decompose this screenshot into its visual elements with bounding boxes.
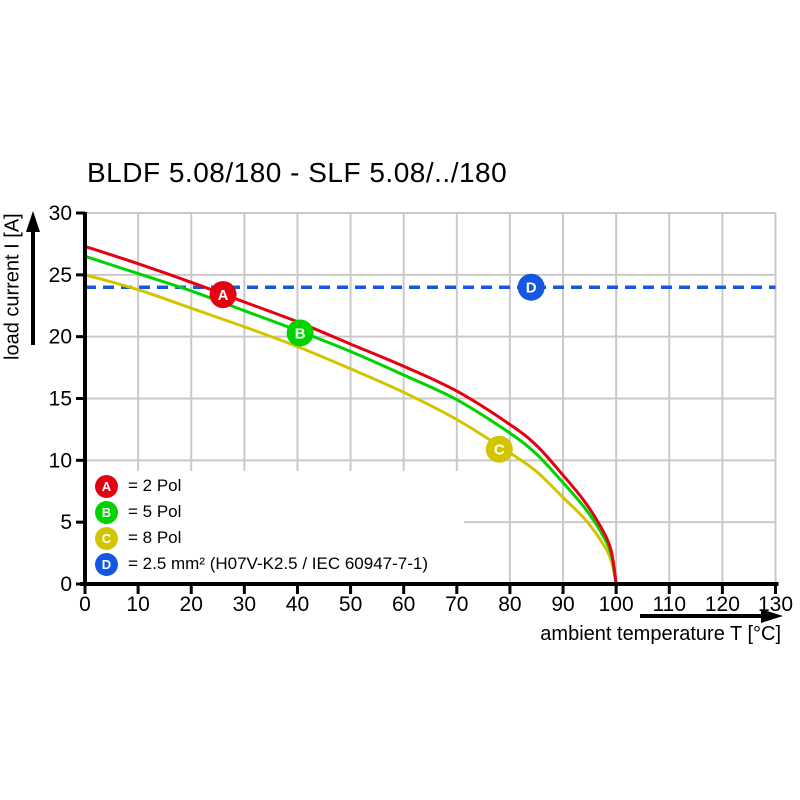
x-tick-label: 120 — [705, 593, 740, 616]
x-axis-arrow-head-icon — [761, 609, 783, 623]
chart-title: BLDF 5.08/180 - SLF 5.08/../180 — [87, 157, 508, 188]
x-tick-label: 40 — [286, 593, 309, 616]
x-tick-label: 70 — [445, 593, 468, 616]
marker-a-icon — [209, 281, 237, 309]
y-axis-title: load current I [A] — [1, 213, 24, 361]
y-tick-label: 10 — [49, 449, 72, 472]
x-tick-label: 110 — [653, 593, 686, 616]
legend: A = 2 Pol B = 5 Pol C = 8 Pol D = 2.5 mm… — [87, 472, 463, 582]
legend-marker-c-icon: C — [95, 526, 118, 550]
legend-item-wire: D = 2.5 mm² (H07V-K2.5 / IEC 60947-7-1) — [95, 552, 428, 576]
legend-label: = 5 Pol — [128, 502, 182, 521]
curve-5-pol — [84, 254, 618, 585]
curve-8-pol — [84, 273, 618, 585]
x-tick-label: 60 — [392, 593, 415, 616]
marker-letter: A — [218, 287, 229, 304]
x-tick-label: 0 — [79, 593, 91, 616]
x-tick-label: 30 — [233, 593, 256, 616]
y-tick-label: 5 — [60, 511, 72, 534]
y-tick-label: 0 — [60, 573, 72, 596]
marker-d-icon — [517, 273, 545, 301]
x-tick-label: 80 — [498, 593, 521, 616]
x-tick-label: 20 — [180, 593, 203, 616]
y-tick-label: 20 — [49, 326, 72, 349]
x-tick-label: 100 — [599, 593, 634, 616]
curve-2-pol — [84, 244, 618, 585]
marker-letter: C — [494, 442, 505, 459]
y-tick-label: 30 — [49, 202, 72, 225]
legend-item-8pol: C = 8 Pol — [95, 526, 181, 550]
marker-letter: B — [295, 325, 306, 342]
legend-label: = 2 Pol — [128, 476, 182, 495]
legend-label: = 2.5 mm² (H07V-K2.5 / IEC 60947-7-1) — [128, 554, 428, 573]
legend-marker-b-icon: B — [95, 500, 118, 524]
x-tick-label: 130 — [758, 593, 793, 616]
legend-item-5pol: B = 5 Pol — [95, 500, 181, 524]
legend-label: = 8 Pol — [128, 528, 182, 547]
x-tick-label: 10 — [126, 593, 149, 616]
x-axis-title: ambient temperature T [°C] — [540, 623, 781, 645]
y-tick-label: 15 — [49, 388, 72, 411]
legend-marker-a-icon: A — [95, 474, 118, 498]
marker-b-icon — [286, 319, 314, 347]
legend-item-2pol: A = 2 Pol — [95, 474, 181, 498]
y-tick-label: 25 — [49, 264, 72, 287]
y-axis-arrow-head-icon — [26, 211, 40, 232]
marker-letter: D — [526, 280, 537, 297]
x-tick-label: 90 — [551, 593, 574, 616]
x-tick-label: 50 — [339, 593, 362, 616]
marker-c-icon — [485, 435, 513, 463]
legend-marker-d-icon: D — [95, 552, 118, 576]
